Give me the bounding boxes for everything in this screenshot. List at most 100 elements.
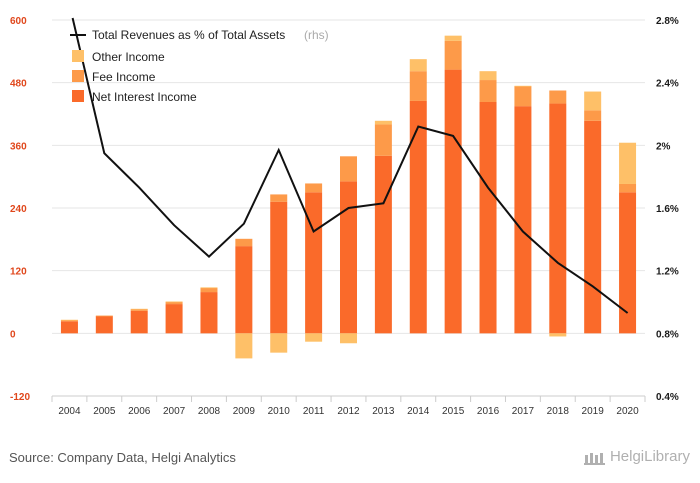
- bar-net-interest-income: [235, 246, 253, 334]
- x-tick-label: 2013: [372, 406, 395, 417]
- brand-logo[interactable]: HelgiLibrary: [583, 448, 690, 465]
- bar-other-income: [270, 333, 288, 353]
- y-left-tick-label: 600: [10, 16, 27, 27]
- bar-fee-income: [514, 86, 532, 107]
- bar-fee-income: [479, 80, 497, 102]
- bar-fee-income: [549, 90, 567, 104]
- y-right-tick-label: 2%: [656, 141, 671, 152]
- y-axis-left: 600 480 360 240 120 0 -120: [10, 16, 30, 403]
- y-right-tick-label: 1.6%: [656, 204, 679, 215]
- bar-fee-income: [374, 124, 392, 156]
- bar-other-income: [130, 308, 148, 310]
- x-tick-label: 2011: [303, 406, 325, 417]
- x-tick-label: 2008: [198, 406, 221, 417]
- x-axis: 2004 2005 2006 2007 2008 2009 2010 2011 2012 2013…: [51, 395, 646, 417]
- bar-fee-income: [270, 194, 288, 202]
- bar-fee-income: [305, 183, 323, 193]
- legend-line-label: Total Revenues as % of Total Assets: [92, 28, 285, 42]
- legend-label: Net Interest Income: [92, 90, 197, 104]
- bar-net-interest-income: [409, 100, 427, 334]
- y-left-tick-label: 360: [10, 141, 27, 152]
- y-left-tick-label: 480: [10, 79, 27, 90]
- x-tick-label: 2017: [512, 406, 535, 417]
- bar-net-interest-income: [130, 310, 148, 334]
- x-tick-label: 2006: [128, 406, 151, 417]
- bar-other-income: [409, 59, 427, 72]
- bar-other-income: [235, 333, 253, 359]
- bar-net-interest-income: [514, 106, 532, 334]
- bar-fee-income: [200, 287, 218, 293]
- bar-other-income: [340, 333, 357, 344]
- bar-fee-income: [235, 238, 253, 247]
- legend-line-note: (rhs): [304, 28, 329, 42]
- bar-fee-income: [60, 320, 78, 322]
- brand-name: HelgiLibrary: [609, 448, 690, 465]
- bar-fee-income: [619, 183, 637, 193]
- bar-net-interest-income: [584, 120, 602, 334]
- bar-other-income: [479, 71, 497, 81]
- legend-item-line: Total Revenues as % of Total Assets (rhs): [70, 28, 329, 42]
- library-icon: [583, 452, 605, 465]
- bar-other-income: [305, 333, 323, 342]
- bar-other-income: [200, 287, 218, 289]
- x-tick-label: 2015: [442, 406, 465, 417]
- revenue-line-path: [71, 17, 629, 314]
- revenue-line: [71, 17, 629, 314]
- x-tick-label: 2012: [337, 406, 360, 417]
- bar-other-income: [374, 120, 392, 125]
- bar-net-interest-income: [270, 201, 288, 334]
- x-tick-label: 2005: [93, 406, 116, 417]
- bar-net-interest-income: [60, 321, 78, 334]
- bar-other-income: [619, 142, 637, 184]
- bar-fee-income: [409, 71, 427, 101]
- legend-item-fee-income: Fee Income: [72, 70, 156, 84]
- x-tick-label: 2016: [477, 406, 500, 417]
- bar-other-income: [584, 91, 602, 111]
- bar-net-interest-income: [95, 316, 113, 334]
- x-tick-label: 2004: [58, 406, 81, 417]
- y-right-tick-label: 1.2%: [656, 267, 679, 278]
- bar-fee-income: [584, 110, 602, 121]
- bar-fee-income: [444, 40, 462, 70]
- x-tick-label: 2007: [163, 406, 186, 417]
- legend-item-net-interest-income: Net Interest Income: [72, 90, 197, 104]
- y-left-tick-label: 240: [10, 204, 27, 215]
- bar-net-interest-income: [549, 103, 567, 334]
- x-tick-label: 2018: [547, 406, 570, 417]
- legend-swatch: [72, 50, 84, 62]
- source-note: Source: Company Data, Helgi Analytics: [9, 450, 236, 465]
- x-tick-label: 2014: [407, 406, 430, 417]
- legend-swatch: [72, 70, 84, 82]
- bar-net-interest-income: [200, 292, 218, 334]
- bar-other-income: [444, 35, 462, 41]
- bar-other-income: [549, 333, 567, 337]
- bar-fee-income: [340, 156, 357, 182]
- bar-net-interest-income: [340, 181, 357, 334]
- legend: Total Revenues as % of Total Assets (rhs)…: [70, 28, 329, 104]
- bar-net-interest-income: [619, 192, 637, 334]
- x-tick-label: 2019: [582, 406, 605, 417]
- legend-label: Other Income: [92, 50, 165, 64]
- y-right-tick-label: 2.8%: [656, 16, 679, 27]
- bar-fee-income: [95, 315, 113, 317]
- legend-item-other-income: Other Income: [72, 50, 165, 64]
- x-tick-label: 2010: [268, 406, 291, 417]
- legend-label: Fee Income: [92, 70, 156, 84]
- bar-fee-income: [165, 302, 183, 305]
- bar-other-income: [165, 301, 183, 303]
- x-tick-label: 2020: [616, 406, 639, 417]
- bar-net-interest-income: [165, 304, 183, 334]
- y-axis-right: 2.8% 2.4% 2% 1.6% 1.2% 0.8% 0.4%: [656, 16, 679, 403]
- chart: 600 480 360 240 120 0 -120 2.8% 2.4% 2% 1.6% 1.2% 0…: [10, 16, 679, 417]
- y-right-tick-label: 0.8%: [656, 329, 679, 340]
- bar-other-income: [514, 85, 532, 87]
- legend-swatch: [72, 90, 84, 102]
- bar-net-interest-income: [479, 101, 497, 334]
- y-right-tick-label: 2.4%: [656, 79, 679, 90]
- y-right-tick-label: 0.4%: [656, 392, 679, 403]
- y-left-tick-label: -120: [10, 392, 30, 403]
- bar-net-interest-income: [305, 192, 323, 334]
- bar-net-interest-income: [444, 69, 462, 334]
- y-left-tick-label: 120: [10, 267, 27, 278]
- bar-other-income: [60, 319, 78, 321]
